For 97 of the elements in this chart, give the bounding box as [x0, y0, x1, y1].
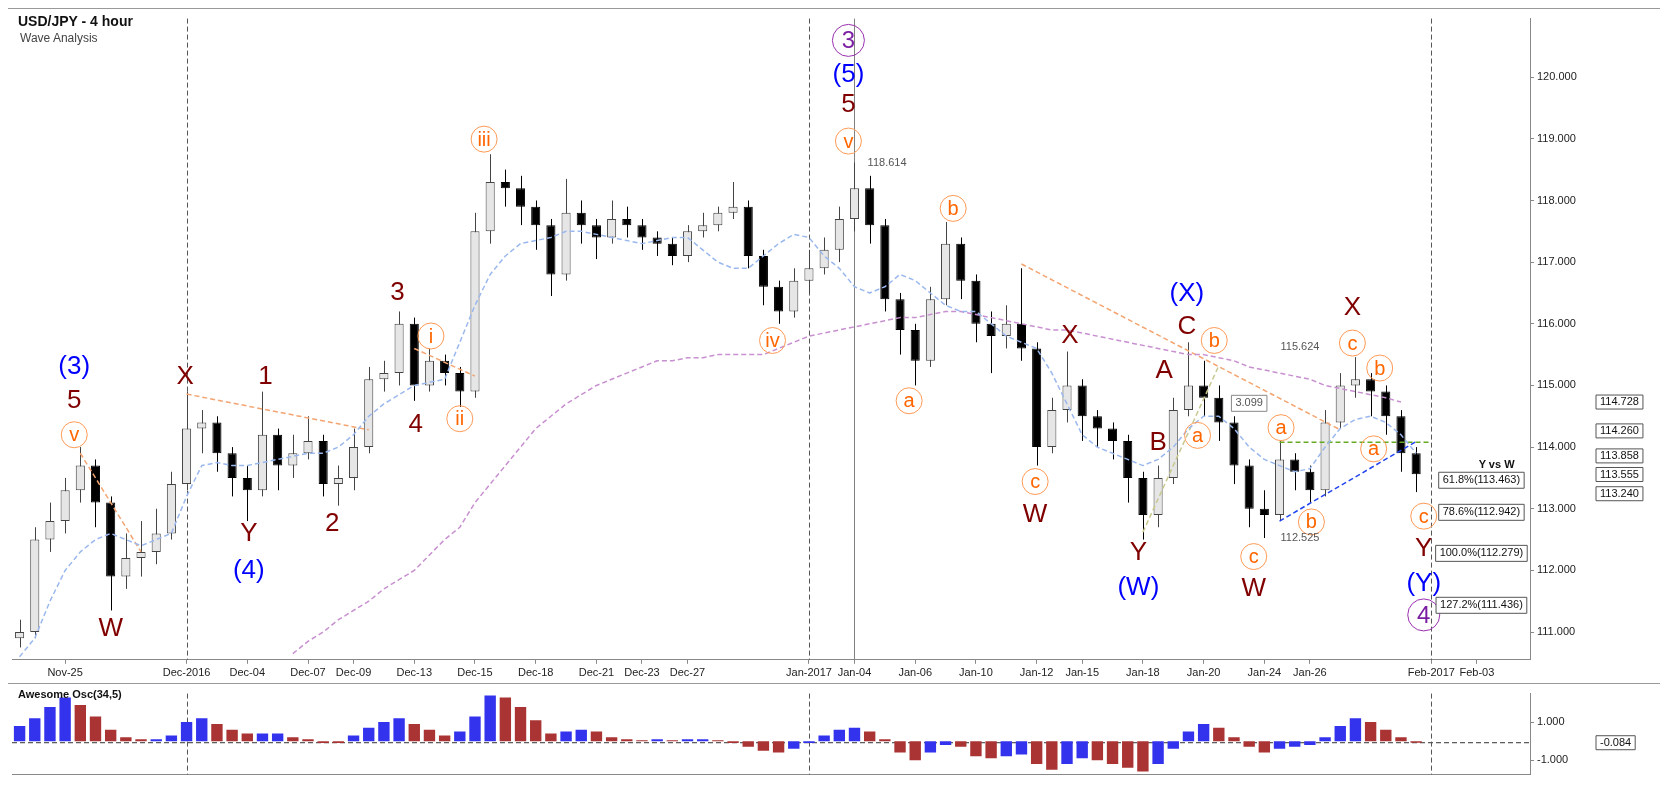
y-tick-label: 114.000 [1537, 440, 1576, 453]
annotation: 4 [408, 407, 424, 438]
x-tick-label: Dec-15 [457, 666, 493, 679]
annotation: b [1208, 329, 1220, 351]
x-tick-label: Dec-13 [396, 666, 432, 679]
x-tick-label: Jan-2017 [786, 666, 832, 679]
x-tick-label: Jan-06 [898, 666, 933, 679]
x-tick-label: Jan-15 [1065, 666, 1100, 679]
annotation: X [176, 359, 194, 390]
annotation: 61.8%(113.463) [1442, 473, 1521, 486]
x-tick-label: Feb-2017 [1407, 666, 1455, 679]
annotation: iv [765, 329, 780, 351]
annotation: Y [1129, 535, 1148, 566]
annotation: 112.525 [1280, 531, 1320, 543]
annotation: B [1149, 426, 1167, 457]
annotation: Y [1415, 532, 1433, 563]
annotation: A [1155, 354, 1174, 385]
annotation: iii [477, 127, 491, 150]
annotation: 3 [390, 276, 405, 307]
annotation: i [428, 324, 434, 347]
y-tick-label: 119.000 [1537, 131, 1576, 144]
annotation: 115.624 [1280, 339, 1320, 352]
chart-title: USD/JPY - 4 hour [18, 13, 133, 29]
annotation: 3.099 [1235, 396, 1263, 409]
x-tick-label: Jan-18 [1126, 666, 1160, 679]
x-tick-label: Dec-27 [669, 666, 706, 679]
ref-line-label: -0.084 [1600, 735, 1632, 748]
annotation: W [1241, 572, 1267, 603]
annotation: W [98, 612, 124, 643]
y-tick-label: 118.000 [1537, 193, 1576, 206]
annotation: (X) [1169, 276, 1205, 307]
x-tick-label: Jan-24 [1247, 666, 1282, 679]
text: 114.260 [1600, 423, 1639, 436]
annotation: 4 [1417, 600, 1431, 628]
annotation: 118.614 [867, 155, 907, 168]
annotation: (5) [832, 57, 865, 88]
annotation: X [1061, 319, 1079, 350]
text: 113.555 [1600, 467, 1639, 480]
annotation: b [1374, 356, 1386, 379]
annotation: v [69, 423, 80, 446]
annotation: ii [455, 407, 465, 430]
x-tick-label: Nov-25 [47, 666, 83, 679]
x-tick-label: Jan-04 [837, 666, 872, 679]
y-tick-label: 113.000 [1537, 501, 1576, 514]
annotation: 100.0%(112.279) [1439, 546, 1524, 559]
y-tick-label: 117.000 [1537, 255, 1576, 268]
y-tick-label: 112.000 [1537, 563, 1576, 576]
annotation: (4) [232, 553, 265, 584]
x-tick-label: Dec-2016 [162, 666, 211, 679]
x-tick-label: Dec-09 [335, 666, 372, 679]
annotation: 3 [841, 26, 856, 54]
annotation: v [843, 129, 854, 152]
text: 113.240 [1600, 486, 1639, 499]
annotation: W [1022, 498, 1048, 529]
annotation: a [903, 389, 916, 412]
annotation: a [1368, 437, 1381, 460]
y-tick-label: 111.000 [1537, 625, 1576, 638]
annotation: (3) [58, 349, 91, 380]
annotation: b [1305, 510, 1317, 533]
annotation: b [947, 196, 959, 219]
annotation: a [1192, 423, 1204, 446]
y-tick-label: 115.000 [1537, 378, 1576, 391]
x-tick-label: Dec-23 [624, 666, 660, 679]
annotation: 5 [67, 383, 82, 414]
y-tick-label: -1.000 [1537, 753, 1569, 766]
annotation: 2 [325, 507, 340, 538]
annotation: X [1343, 290, 1362, 321]
y-tick-label: 116.000 [1537, 316, 1576, 329]
annotation: Y vs W [1478, 457, 1516, 470]
text: 114.728 [1600, 395, 1639, 408]
annotation: a [1275, 416, 1288, 439]
annotation: Y [240, 516, 258, 547]
text: 113.858 [1600, 448, 1639, 461]
chart-title: Awesome Osc(34,5) [18, 688, 122, 700]
x-tick-label: Dec-21 [578, 666, 615, 679]
x-tick-label: Dec-04 [229, 666, 266, 679]
x-tick-label: Feb-03 [1459, 666, 1495, 679]
annotation: 5 [841, 88, 856, 119]
annotation: 127.2%(111.436) [1440, 598, 1523, 611]
text: Wave Analysis [20, 31, 98, 45]
x-tick-label: Jan-10 [959, 666, 993, 679]
annotation: C [1177, 309, 1197, 340]
y-tick-label: 1.000 [1537, 715, 1565, 728]
annotation: (Y) [1406, 567, 1442, 598]
annotation: 78.6%(112.942) [1442, 505, 1521, 518]
y-tick-label: 120.000 [1537, 70, 1577, 83]
x-tick-label: Dec-07 [290, 666, 326, 679]
annotation: c [1248, 545, 1259, 568]
x-tick-label: Jan-12 [1019, 666, 1054, 679]
x-tick-label: Jan-26 [1293, 666, 1327, 679]
annotation: c [1418, 504, 1429, 527]
annotation: (W) [1117, 571, 1160, 602]
x-tick-label: Jan-20 [1186, 666, 1221, 679]
annotation: 1 [258, 359, 273, 390]
annotation: c [1030, 470, 1041, 493]
x-tick-label: Dec-18 [517, 666, 554, 679]
annotation: c [1347, 331, 1358, 354]
